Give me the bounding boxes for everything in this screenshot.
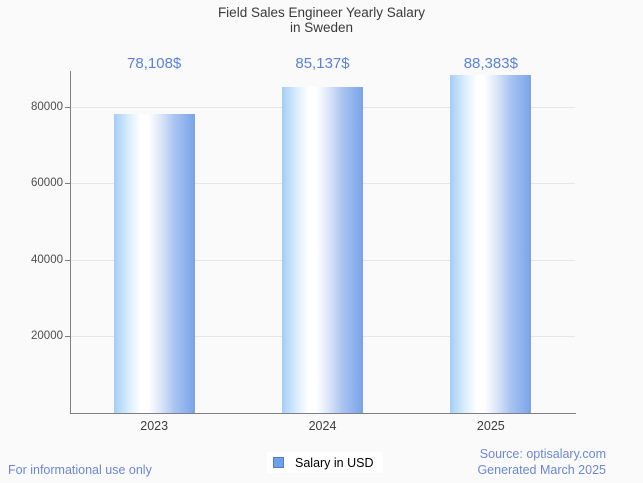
- x-tick-label-2024: 2024: [308, 419, 337, 433]
- x-tick-label-2023: 2023: [140, 419, 169, 433]
- x-axis-line: [70, 413, 576, 414]
- source-text: Source: optisalary.com: [479, 447, 606, 461]
- y-tick-60000: [65, 183, 70, 184]
- y-tick-40000: [65, 259, 70, 261]
- y-axis-line: [70, 71, 71, 413]
- generated-text: Generated March 2025: [477, 463, 606, 477]
- bar-value-label-2025: 88,383$: [463, 55, 518, 72]
- chart-title-line1: Field Sales Engineer Yearly Salary: [217, 5, 426, 20]
- bar-2023: [113, 114, 195, 413]
- chart-title: Field Sales Engineer Yearly Salary in Sw…: [0, 5, 643, 35]
- y-tick-label-60000: 60000: [31, 177, 63, 189]
- source-block: Source: optisalary.com Generated March 2…: [356, 446, 606, 478]
- y-tick-label-40000: 40000: [31, 253, 63, 266]
- y-tick-80000: [65, 106, 70, 108]
- y-tick-label-20000: 20000: [31, 330, 63, 342]
- bar-value-label-2024: 85,137$: [295, 55, 350, 72]
- disclaimer-text: For informational use only: [8, 463, 152, 477]
- y-tick-20000: [65, 336, 70, 337]
- legend-label: Salary in USD: [295, 455, 374, 470]
- y-tick-label-80000: 80000: [31, 100, 63, 113]
- legend-swatch-icon: [273, 457, 284, 468]
- chart-title-line2: in Sweden: [289, 20, 354, 35]
- bar-value-label-2023: 78,108$: [127, 55, 182, 72]
- legend: Salary in USD: [267, 452, 383, 473]
- bar-2025: [450, 74, 532, 413]
- bar-2024: [282, 87, 363, 413]
- x-tick-label-2025: 2025: [476, 419, 505, 433]
